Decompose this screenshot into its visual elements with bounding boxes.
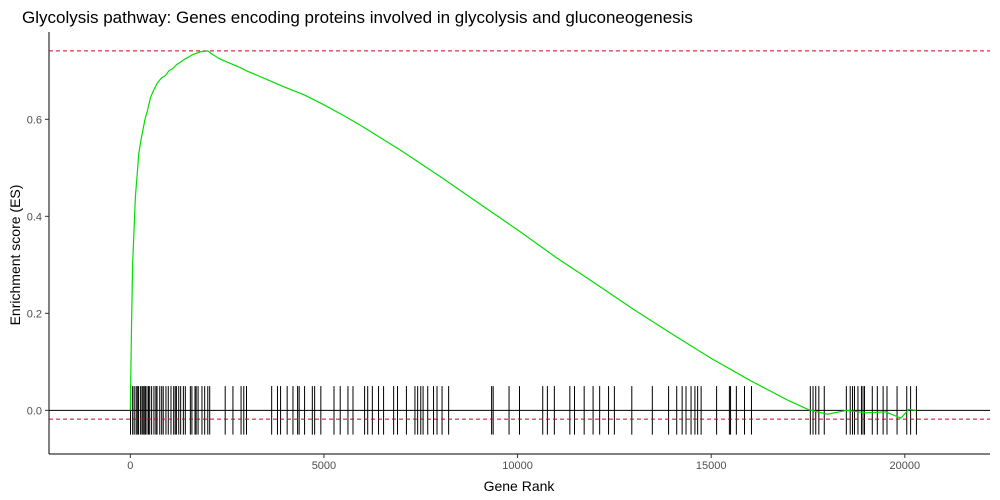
y-tick-label: 0.6 — [27, 114, 42, 126]
y-axis-label: Enrichment score (ES) — [7, 185, 23, 326]
x-axis-label: Gene Rank — [484, 478, 556, 494]
y-tick-label: 0.4 — [27, 211, 42, 223]
y-tick-label: 0.2 — [27, 308, 42, 320]
es-curve-line — [129, 50, 917, 419]
x-tick-label: 15000 — [696, 460, 727, 472]
x-tick-label: 20000 — [890, 460, 921, 472]
reference-lines — [49, 50, 990, 420]
y-tick-label: 0.0 — [27, 405, 42, 417]
x-tick-label: 10000 — [502, 460, 533, 472]
es-series — [129, 50, 917, 419]
chart-title: Glycolysis pathway: Genes encoding prote… — [22, 8, 693, 27]
x-ticks: 0 5000 10000 15000 20000 — [127, 454, 920, 472]
x-tick-label: 0 — [127, 460, 133, 472]
x-tick-label: 5000 — [312, 460, 336, 472]
y-ticks: 0.0 0.2 0.4 0.6 — [27, 114, 49, 417]
